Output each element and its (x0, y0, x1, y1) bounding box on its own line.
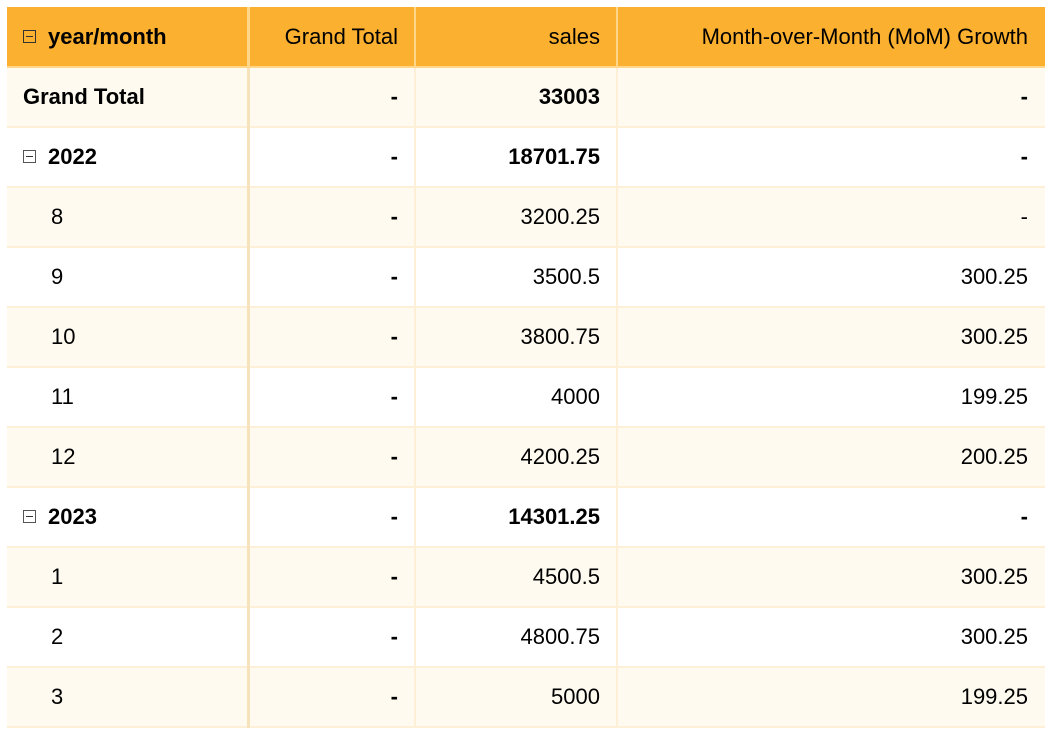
cell-mom-growth: 199.25 (617, 667, 1045, 728)
cell-grand-total: - (248, 607, 416, 668)
row-label: 8 (7, 187, 250, 248)
row-label: 3 (7, 667, 250, 728)
table-row: 3 - 5000 199.25 (7, 667, 1045, 728)
header-grand-total[interactable]: Grand Total (248, 7, 416, 68)
cell-mom-growth: 300.25 (617, 547, 1045, 608)
table-row: 8 - 3200.25 - (7, 187, 1045, 248)
cell-mom-growth: - (617, 187, 1045, 248)
cell-sales: 3500.5 (415, 247, 618, 308)
row-label: 1 (7, 547, 250, 608)
row-label: 12 (7, 427, 250, 488)
cell-grand-total: - (248, 127, 416, 188)
cell-grand-total: - (248, 547, 416, 608)
row-label: 10 (7, 307, 250, 368)
cell-sales: 14301.25 (415, 487, 618, 548)
collapse-2023-icon[interactable] (23, 510, 36, 524)
cell-grand-total: - (248, 247, 416, 308)
cell-sales: 3200.25 (415, 187, 618, 248)
cell-grand-total: - (248, 67, 416, 128)
collapse-2022-icon[interactable] (23, 150, 36, 164)
cell-mom-growth: 300.25 (617, 607, 1045, 668)
table-row: 11 - 4000 199.25 (7, 367, 1045, 428)
header-mom-growth[interactable]: Month-over-Month (MoM) Growth (617, 7, 1045, 68)
cell-mom-growth: 300.25 (617, 307, 1045, 368)
row-label: Grand Total (7, 67, 250, 128)
cell-sales: 4000 (415, 367, 618, 428)
group-row-2023: 2023 - 14301.25 - (7, 487, 1045, 548)
table-row: 2 - 4800.75 300.25 (7, 607, 1045, 668)
cell-grand-total: - (248, 427, 416, 488)
header-year-month-label: year/month (48, 23, 167, 49)
table-row: 10 - 3800.75 300.25 (7, 307, 1045, 368)
cell-mom-growth: 199.25 (617, 367, 1045, 428)
table-row: 1 - 4500.5 300.25 (7, 547, 1045, 608)
cell-grand-total: - (248, 187, 416, 248)
cell-sales: 33003 (415, 67, 618, 128)
cell-grand-total: - (248, 667, 416, 728)
cell-sales: 18701.75 (415, 127, 618, 188)
cell-mom-growth: - (617, 67, 1045, 128)
pivot-table: year/month Grand Total sales Month-over-… (7, 7, 1045, 728)
group-row-2022: 2022 - 18701.75 - (7, 127, 1045, 188)
cell-sales: 3800.75 (415, 307, 618, 368)
cell-grand-total: - (248, 367, 416, 428)
cell-mom-growth: - (617, 487, 1045, 548)
cell-mom-growth: - (617, 127, 1045, 188)
row-label: 9 (7, 247, 250, 308)
cell-mom-growth: 200.25 (617, 427, 1045, 488)
header-row: year/month Grand Total sales Month-over-… (7, 7, 1045, 68)
header-sales[interactable]: sales (415, 7, 618, 68)
group-label-2022[interactable]: 2022 (7, 127, 250, 188)
row-label: 2 (7, 607, 250, 668)
grand-total-row: Grand Total - 33003 - (7, 67, 1045, 128)
cell-sales: 4800.75 (415, 607, 618, 668)
row-label: 11 (7, 367, 250, 428)
cell-sales: 5000 (415, 667, 618, 728)
group-label-2023[interactable]: 2023 (7, 487, 250, 548)
cell-grand-total: - (248, 307, 416, 368)
cell-sales: 4500.5 (415, 547, 618, 608)
table-row: 12 - 4200.25 200.25 (7, 427, 1045, 488)
collapse-all-icon[interactable] (23, 29, 36, 43)
row-label: 2023 (48, 504, 97, 529)
cell-mom-growth: 300.25 (617, 247, 1045, 308)
header-year-month[interactable]: year/month (7, 7, 250, 68)
table-row: 9 - 3500.5 300.25 (7, 247, 1045, 308)
cell-grand-total: - (248, 487, 416, 548)
cell-sales: 4200.25 (415, 427, 618, 488)
row-label: 2022 (48, 144, 97, 169)
